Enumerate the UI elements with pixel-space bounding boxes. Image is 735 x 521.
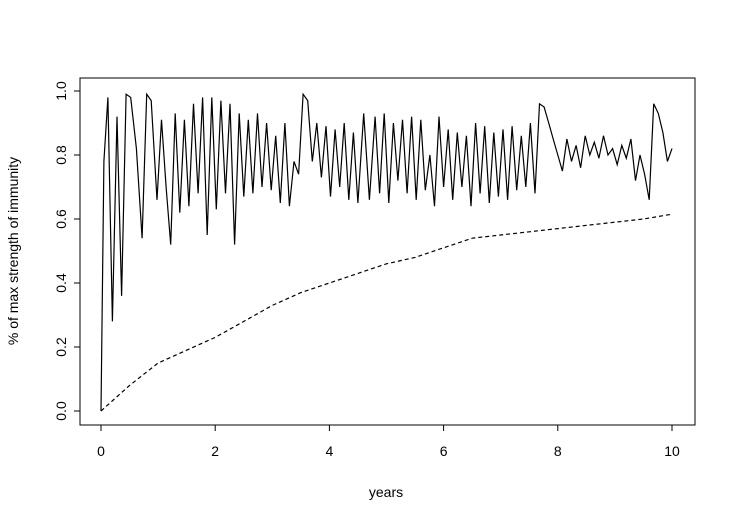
x-tick-label: 2 bbox=[211, 443, 219, 459]
y-tick-label: 1.0 bbox=[53, 81, 69, 101]
y-axis: 0.0 0.2 0.4 0.6 0.8 1.0 bbox=[53, 81, 81, 421]
y-tick-label: 0.0 bbox=[53, 401, 69, 421]
x-tick-label: 0 bbox=[97, 443, 105, 459]
y-tick-label: 0.4 bbox=[53, 273, 69, 293]
y-tick-label: 0.2 bbox=[53, 337, 69, 357]
series-1-line bbox=[100, 92, 673, 412]
x-axis: 0 2 4 6 8 10 bbox=[97, 424, 680, 459]
y-tick-label: 0.6 bbox=[53, 209, 69, 229]
series-layer bbox=[100, 92, 673, 412]
x-tick-label: 10 bbox=[664, 443, 680, 459]
x-axis-title: years bbox=[369, 484, 403, 500]
x-tick-label: 8 bbox=[554, 443, 562, 459]
y-tick-label: 0.8 bbox=[53, 145, 69, 165]
series-2-line bbox=[100, 213, 673, 412]
plot-frame bbox=[79, 77, 696, 426]
x-tick-label: 6 bbox=[440, 443, 448, 459]
x-tick-label: 4 bbox=[326, 443, 334, 459]
y-axis-title: % of max strength of immunity bbox=[5, 157, 21, 345]
